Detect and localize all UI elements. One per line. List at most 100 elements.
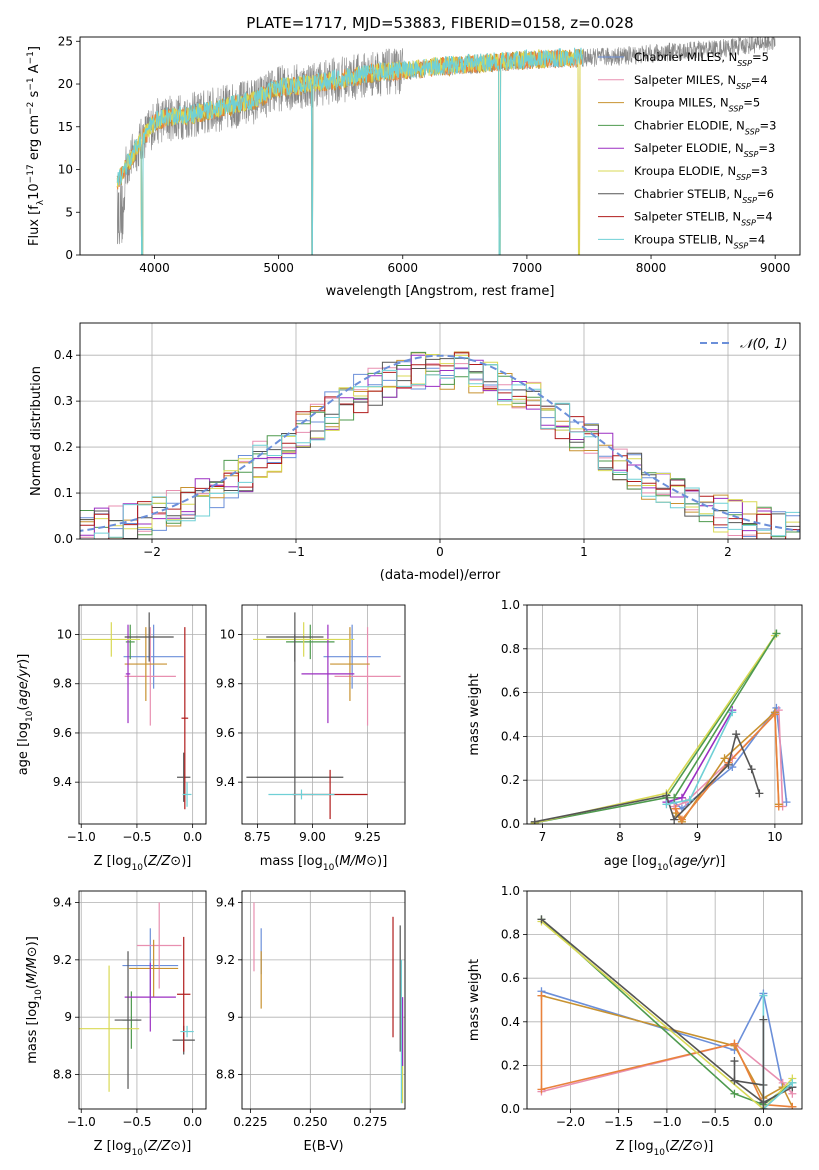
weight-marker — [670, 793, 679, 802]
y-axis-label: mass [log10(M/M⊙)] — [25, 936, 44, 1064]
y-axis-label: Flux [fλ10−17 erg cm−2 s−1 A−1] — [26, 46, 46, 246]
legend-label-part: SSP — [745, 127, 760, 136]
label-part: M/M⊙ — [339, 854, 377, 869]
label-part: )] — [181, 854, 191, 869]
label-part: 10 — [132, 863, 144, 873]
weight-series-line — [534, 731, 761, 823]
plot-area-age_vs_Z — [82, 612, 192, 810]
plot-area-mass_vs_EBV — [253, 902, 404, 1104]
weight-marker — [677, 815, 686, 824]
label-part: )] — [377, 854, 387, 869]
legend-label-part: SSP — [734, 241, 749, 250]
x-tick-label: −0.5 — [122, 830, 151, 844]
label-part: −17 — [26, 164, 36, 183]
chart-weight_vs_Z: −2.0 −1.5 −1.0 −0.5 0.0 0.0 0.2 0.4 0.6 0.8 1.0 Z [… — [467, 884, 803, 1158]
y-tick-label: 0.4 — [501, 729, 520, 743]
x-tick-label: 8000 — [636, 261, 667, 275]
x-tick-label: 1 — [580, 545, 588, 559]
label-part: M/M⊙ — [25, 946, 40, 984]
legend-label: Kroupa MILES, NSSP=5 — [634, 96, 760, 114]
legend-label-part: Chabrier ELODIE, N — [634, 118, 745, 132]
x-tick-label: 5000 — [263, 261, 294, 275]
label-part: ( — [16, 706, 31, 711]
legend-label-part: SSP — [737, 59, 752, 68]
weight-marker — [728, 708, 737, 717]
x-tick-label: 7 — [539, 830, 547, 844]
y-tick-label: 10 — [58, 163, 73, 177]
axes-frame — [526, 890, 803, 1110]
y-tick-label: 9.6 — [53, 726, 72, 740]
x-tick-label: 0.0 — [754, 1115, 773, 1129]
chart-mass_vs_Z: −1.0 −0.5 0.08.899.29.4Z [log10(Z/Z⊙)]mass… — [25, 890, 207, 1158]
x-axis-label: mass [log10(M/M⊙)] — [260, 854, 388, 873]
y-tick-label: 10 — [220, 628, 235, 642]
y-tick-label: 0.8 — [501, 642, 520, 656]
legend-label-part: Kroupa STELIB, N — [634, 232, 734, 246]
x-tick-label: 0.225 — [233, 1115, 267, 1129]
x-tick-label: 9.25 — [354, 830, 381, 844]
label-part: −2 — [26, 102, 36, 115]
label-part: 10 — [323, 863, 335, 873]
y-tick-label: 9.2 — [216, 953, 235, 967]
y-axis-label: age [log10(age/yr)] — [16, 654, 35, 776]
y-axis-label: mass weight — [467, 673, 482, 755]
x-axis-label: age [log10(age/yr)] — [604, 854, 726, 873]
x-tick-label: −1.0 — [67, 830, 96, 844]
y-tick-label: 0.4 — [501, 1015, 520, 1029]
x-tick-label: 0.250 — [293, 1115, 327, 1129]
label-part: Z/Z⊙ — [669, 1139, 703, 1154]
x-tick-label: −1.0 — [652, 1115, 681, 1129]
x-tick-label: 7000 — [512, 261, 543, 275]
weight-series-line — [540, 920, 793, 1109]
y-tick-label: 0.0 — [54, 532, 73, 546]
label-part: E(B-V) — [303, 1139, 343, 1154]
x-tick-label: −0.5 — [122, 1115, 151, 1129]
label-part: ( — [25, 984, 40, 989]
label-part: age/yr — [673, 854, 716, 869]
label-part: ( — [334, 854, 339, 869]
label-part: Z [log — [94, 1139, 132, 1154]
x-axis-label: E(B-V) — [303, 1139, 343, 1154]
y-tick-label: 9.4 — [53, 775, 72, 789]
label-part: λ — [36, 199, 46, 205]
weight-marker — [730, 1057, 739, 1066]
y-tick-label: 9 — [227, 1010, 235, 1024]
label-part: )] — [181, 1139, 191, 1154]
x-tick-label: −0.5 — [701, 1115, 730, 1129]
legend-label-part: =4 — [756, 210, 773, 224]
y-tick-label: 9 — [64, 1010, 72, 1024]
axes-frame — [241, 890, 406, 1110]
label-part: ( — [143, 1139, 148, 1154]
legend-label-part: Kroupa ELODIE, N — [634, 164, 736, 178]
y-tick-label: 10 — [57, 628, 72, 642]
y-tick-label: 15 — [58, 120, 73, 134]
label-part: 10 — [657, 863, 669, 873]
x-tick-label: 9000 — [760, 261, 791, 275]
x-tick-label: 8.75 — [244, 830, 271, 844]
weight-marker — [788, 1102, 797, 1109]
label-part: −1 — [26, 51, 36, 64]
legend-label: Chabrier STELIB, NSSP=6 — [634, 187, 774, 205]
label-part: 10 — [34, 989, 44, 1001]
y-tick-label: 20 — [58, 77, 73, 91]
label-part: 10 — [132, 1148, 144, 1158]
y-tick-label: 5 — [65, 205, 73, 219]
plot-area-age_vs_mass — [246, 612, 401, 824]
legend-label: Kroupa STELIB, NSSP=4 — [634, 232, 765, 250]
y-tick-label: 1.0 — [501, 598, 520, 612]
x-tick-label: 0.0 — [183, 830, 202, 844]
y-tick-label: 0.6 — [501, 686, 520, 700]
weight-marker — [537, 1085, 546, 1094]
y-tick-label: 9.6 — [216, 726, 235, 740]
legend-label-part: Chabrier STELIB, N — [634, 187, 742, 201]
plot-area-weight_vs_Z — [537, 915, 797, 1109]
x-tick-label: 0 — [436, 545, 444, 559]
y-tick-label: 8.8 — [216, 1068, 235, 1082]
weight-marker — [755, 789, 764, 798]
axes-frame — [79, 322, 801, 540]
label-part: )] — [16, 654, 31, 664]
y-tick-label: 0.2 — [501, 773, 520, 787]
x-axis-label: Z [log10(Z/Z⊙)] — [616, 1139, 714, 1158]
weight-series-line — [534, 633, 778, 824]
